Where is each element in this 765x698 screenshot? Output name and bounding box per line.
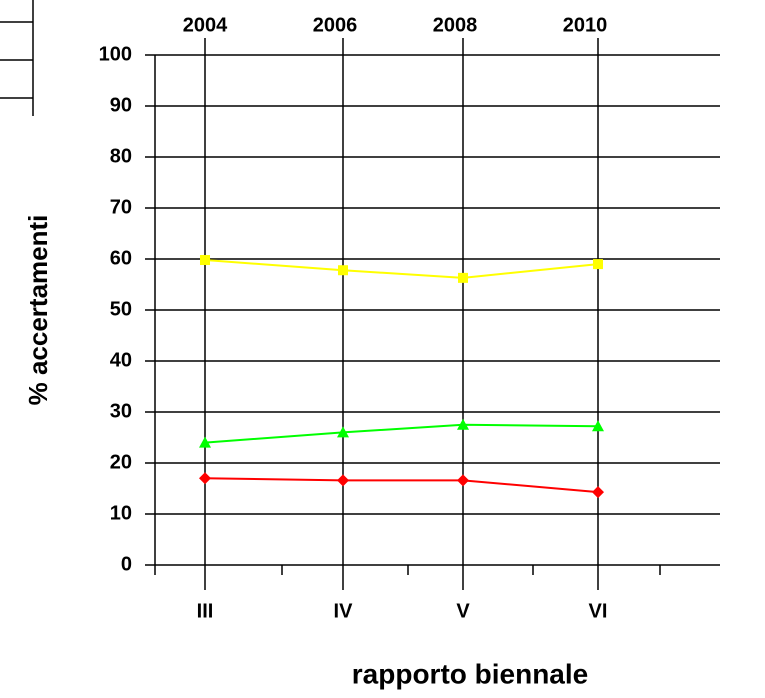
marker <box>457 474 469 487</box>
top-label: 2004 <box>183 14 228 36</box>
marker <box>458 272 468 283</box>
top-label: 2010 <box>563 14 608 36</box>
y-tick-label: 40 <box>110 349 132 371</box>
marker <box>338 265 348 276</box>
marker <box>592 420 604 432</box>
marker <box>337 426 349 438</box>
marker <box>200 255 210 266</box>
marker <box>593 259 603 270</box>
marker <box>199 472 211 485</box>
y-tick-label: 80 <box>110 145 132 167</box>
y-tick-label: 10 <box>110 502 132 524</box>
y-tick-label: 30 <box>110 400 132 422</box>
marker <box>337 474 349 487</box>
x-tick-label: III <box>197 600 214 622</box>
x-tick-label: V <box>456 600 470 622</box>
y-tick-label: 70 <box>110 196 132 218</box>
y-tick-label: 60 <box>110 247 132 269</box>
y-tick-label: 50 <box>110 298 132 320</box>
y-tick-label: 90 <box>110 94 132 116</box>
y-axis-label: % accertamenti <box>23 215 53 406</box>
series-line <box>204 477 599 494</box>
x-tick-label: VI <box>589 600 608 622</box>
corner-decoration <box>0 0 34 116</box>
y-tick-label: 100 <box>99 43 132 65</box>
y-tick-label: 0 <box>121 553 132 575</box>
top-label: 2008 <box>433 14 478 36</box>
marker <box>457 418 469 430</box>
top-label: 2006 <box>313 14 358 36</box>
x-axis-label: rapporto biennale <box>352 658 588 689</box>
marker <box>199 436 211 448</box>
series-line <box>204 259 599 279</box>
y-tick-label: 20 <box>110 451 132 473</box>
marker <box>592 486 604 499</box>
series-line <box>204 423 599 444</box>
x-tick-label: IV <box>334 600 354 622</box>
